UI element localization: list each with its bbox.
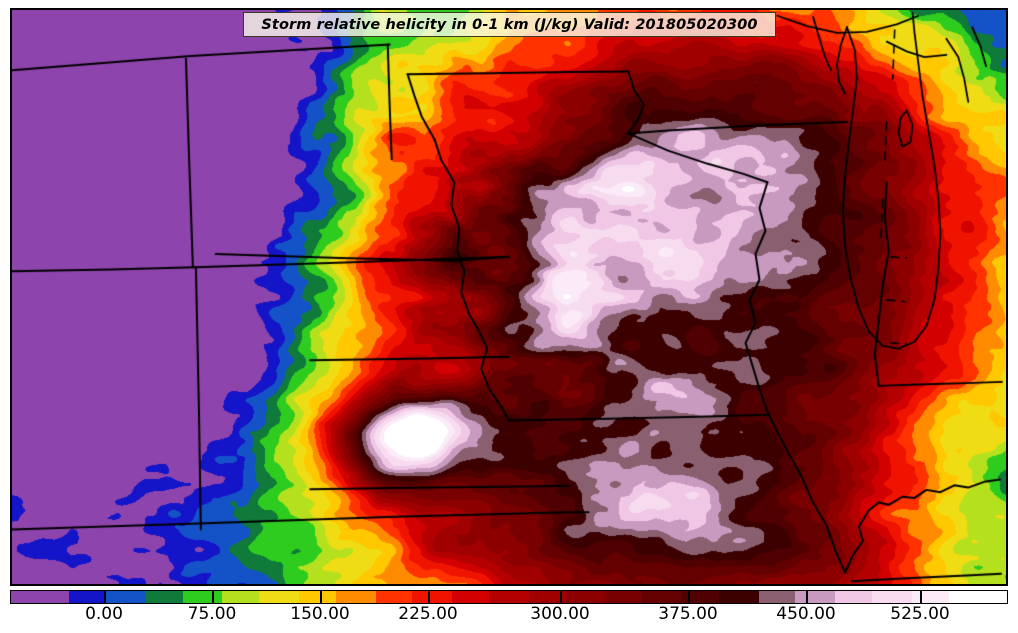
colorbar-band: [642, 591, 682, 603]
map-panel: [10, 8, 1008, 586]
colorbar-tick-label: 150.00: [290, 604, 350, 624]
colorbar-tick-label: 525.00: [890, 604, 950, 624]
colorbar-band: [335, 591, 376, 603]
page-title: Storm relative helicity in 0-1 km (J/kg)…: [261, 16, 758, 33]
colorbar-band: [11, 591, 70, 603]
colorbar-band: [488, 591, 529, 603]
colorbar-tick-label: 0.00: [85, 604, 123, 624]
helicity-contour-map: [12, 10, 1006, 584]
colorbar-band: [105, 591, 146, 603]
colorbar-band: [375, 591, 413, 603]
colorbar-tick-label: 75.00: [187, 604, 237, 624]
colorbar-band: [69, 591, 106, 603]
colorbar-tick-label: 225.00: [398, 604, 458, 624]
colorbar-band: [911, 591, 949, 603]
colorbar-band: [758, 591, 796, 603]
colorbar-band: [565, 591, 606, 603]
colorbar-band: [718, 591, 759, 603]
colorbar-tick-labels: 0.00 75.00 150.00 225.00 300.00 375.00 450.00 5…: [0, 604, 1018, 630]
colorbar: [10, 590, 1008, 604]
colorbar-swatches: [10, 590, 1008, 604]
colorbar-band: [145, 591, 183, 603]
colorbar-tick-label: 375.00: [658, 604, 718, 624]
colorbar-band: [412, 591, 453, 603]
colorbar-band: [452, 591, 489, 603]
colorbar-band: [948, 591, 1007, 603]
colorbar-band: [835, 591, 872, 603]
colorbar-band: [605, 591, 643, 603]
colorbar-tick-label: 300.00: [530, 604, 590, 624]
colorbar-band: [182, 591, 223, 603]
colorbar-tick-label: 450.00: [776, 604, 836, 624]
colorbar-band: [299, 591, 336, 603]
colorbar-band: [871, 591, 912, 603]
map-title-banner: Storm relative helicity in 0-1 km (J/kg)…: [243, 12, 776, 37]
colorbar-band: [259, 591, 299, 603]
colorbar-band: [528, 591, 566, 603]
colorbar-band: [222, 591, 260, 603]
colorbar-band: [795, 591, 836, 603]
colorbar-band: [681, 591, 719, 603]
